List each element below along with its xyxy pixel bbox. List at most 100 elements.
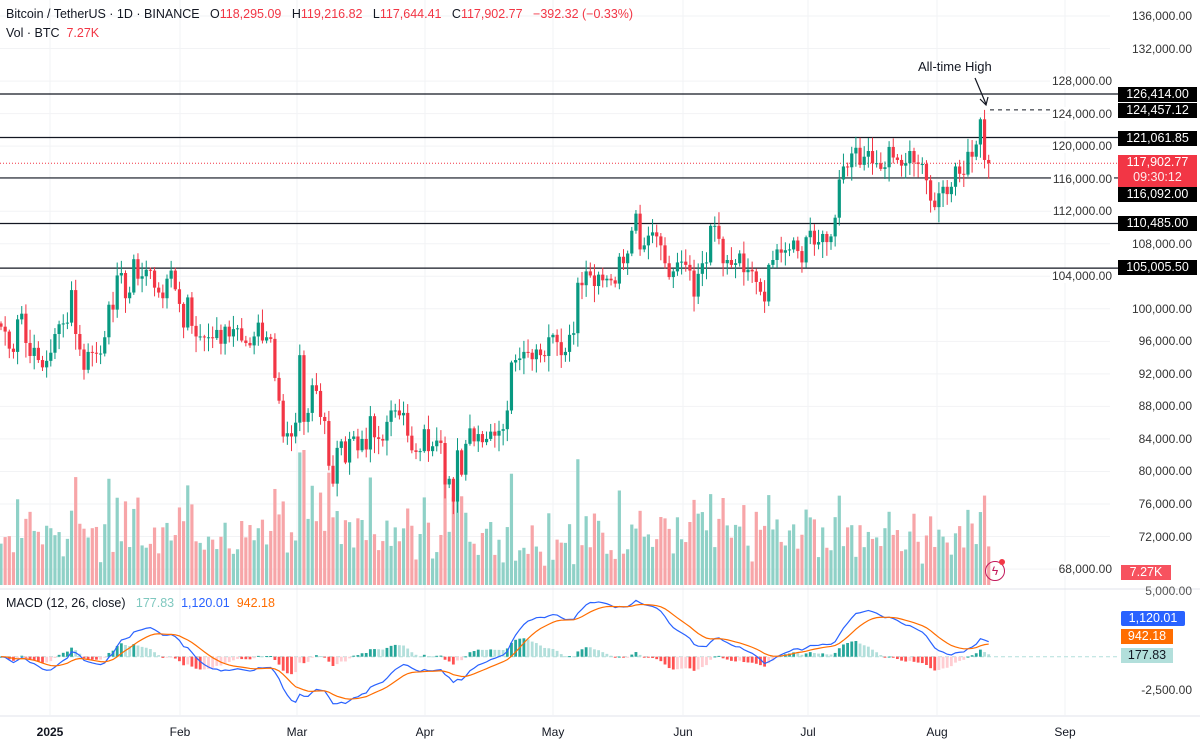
candle-body: [667, 263, 671, 278]
macd-histogram-bar: [377, 649, 381, 657]
volume-bar: [630, 524, 634, 585]
candle-body: [779, 249, 783, 253]
volume-bar: [563, 542, 567, 585]
volume-bar: [908, 531, 912, 585]
candle-body: [580, 282, 584, 286]
macd-histogram-bar: [414, 654, 418, 657]
lightning-icon[interactable]: ϟ: [985, 561, 1005, 581]
volume-bar: [302, 450, 306, 585]
volume-bar: [875, 537, 879, 585]
macd-histogram-bar: [501, 649, 505, 657]
macd-title[interactable]: MACD (12, 26, close): [6, 596, 126, 610]
volume-bar: [945, 542, 949, 585]
price-axis-tick: 88,000.00: [1138, 399, 1192, 414]
volume-bar: [837, 495, 841, 585]
volume-bar: [659, 517, 663, 585]
candle-body: [194, 325, 198, 337]
high-label: H: [291, 7, 301, 21]
candle-body: [924, 164, 929, 181]
volume-bar: [368, 477, 372, 585]
volume-bar: [576, 459, 580, 585]
volume-bar: [783, 545, 787, 585]
volume-bar: [700, 512, 704, 585]
volume-bar: [501, 562, 505, 585]
volume-bar: [410, 525, 414, 585]
candle-body: [99, 353, 103, 355]
macd-histogram-bar: [456, 656, 459, 661]
volume-bar: [211, 539, 215, 585]
candle-body: [551, 334, 555, 338]
macd-histogram-bar: [684, 656, 688, 669]
time-axis-tick: May: [541, 725, 565, 739]
volume-bar: [352, 547, 356, 585]
macd-histogram-bar: [887, 656, 891, 658]
candle-body: [775, 249, 779, 260]
macd-histogram-bar: [891, 656, 895, 658]
macd-histogram-bar: [655, 656, 659, 660]
candle-body: [970, 151, 974, 157]
macd-histogram-bar: [858, 643, 862, 657]
candle-body: [45, 360, 49, 368]
macd-histogram-bar: [937, 656, 941, 670]
volume-bar: [742, 505, 746, 585]
volume-bar: [729, 537, 733, 585]
volume-label[interactable]: Vol · BTC: [6, 26, 60, 40]
volume-bar: [642, 536, 646, 585]
price-axis-tick: 108,000.00: [1131, 236, 1192, 251]
volume-bar: [588, 547, 592, 585]
candle-body: [24, 313, 28, 343]
candle-body: [891, 146, 895, 158]
macd-histogram-bar: [460, 656, 464, 661]
candle-body: [144, 269, 148, 277]
macd-histogram-bar: [144, 647, 148, 657]
candle-body: [186, 297, 190, 328]
candle-body: [472, 428, 476, 442]
notification-dot-icon: [999, 559, 1005, 565]
volume-bar: [858, 525, 862, 585]
hist-tag: 177.83: [1121, 648, 1173, 663]
macd-histogram-bar: [813, 653, 816, 657]
macd-histogram-bar: [468, 652, 472, 657]
candle-body: [895, 157, 899, 160]
volume-bar: [265, 544, 269, 585]
volume-bar: [472, 543, 476, 585]
macd-histogram-bar: [211, 656, 215, 668]
symbol-title[interactable]: Bitcoin / TetherUS · 1D · BINANCE: [6, 7, 200, 21]
candle-body: [808, 230, 812, 238]
candle-body: [771, 259, 775, 265]
candle-body: [904, 163, 908, 166]
candle-body: [381, 438, 385, 441]
volume-bar: [597, 520, 601, 585]
price-axis-tick: 100,000.00: [1131, 301, 1192, 316]
volume-bar: [335, 511, 339, 585]
ath-annotation[interactable]: All-time High: [918, 59, 992, 74]
macd-histogram-bar: [833, 652, 837, 657]
macd-histogram-bar: [721, 656, 725, 659]
macd-histogram-bar: [406, 648, 410, 657]
macd-histogram-bar: [472, 651, 476, 657]
macd-histogram-bar: [941, 656, 945, 669]
macd-histogram-bar: [24, 656, 28, 658]
candle-body: [464, 443, 468, 475]
volume-bar: [194, 541, 198, 585]
candle-body: [709, 225, 713, 263]
candle-body: [597, 274, 601, 287]
candle-body: [621, 256, 626, 264]
macd-histogram-bar: [53, 656, 57, 658]
candle-body: [397, 410, 401, 416]
macd-histogram-bar: [663, 656, 667, 665]
candle-body: [899, 159, 904, 166]
candle-body: [526, 351, 530, 353]
volume-bar: [186, 485, 190, 585]
time-axis-tick: Jun: [673, 725, 693, 739]
volume-bar: [377, 550, 381, 585]
candle-body: [285, 433, 289, 437]
macd-histogram-bar: [381, 649, 385, 657]
candle-body: [547, 337, 551, 356]
macd-histogram-bar: [962, 656, 966, 660]
candle-body: [115, 275, 119, 310]
candle-body: [543, 355, 547, 357]
volume-bar: [28, 511, 32, 585]
macd-histogram-bar: [95, 656, 98, 660]
